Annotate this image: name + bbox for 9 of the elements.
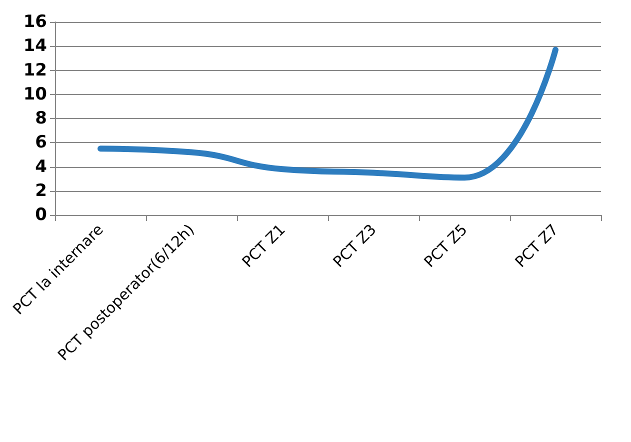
- y-tick-label: 8: [35, 108, 47, 128]
- y-tick-label: 14: [23, 36, 48, 56]
- y-tick-label: 10: [23, 84, 48, 104]
- y-tick-label: 16: [23, 12, 47, 32]
- y-tick-label: 2: [35, 180, 47, 201]
- y-tick-label: 0: [35, 205, 48, 225]
- y-tick-label: 6: [35, 132, 47, 153]
- y-tick-label: 12: [23, 60, 47, 80]
- y-tick-label: 4: [35, 156, 48, 177]
